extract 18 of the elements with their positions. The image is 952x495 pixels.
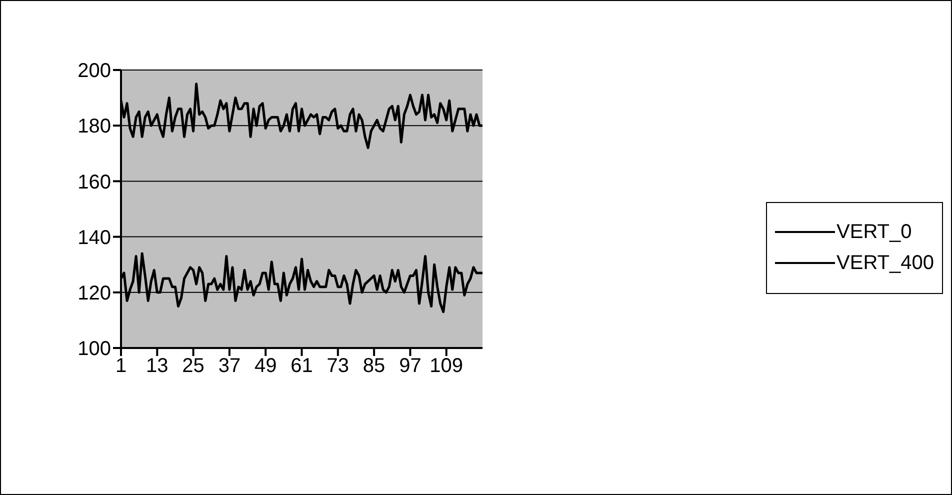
x-tick-label: 97 <box>399 355 422 378</box>
y-tick-label: 160 <box>78 171 111 194</box>
y-tick-label: 100 <box>78 338 111 360</box>
x-tick-label: 37 <box>218 355 241 378</box>
x-tick-label: 109 <box>430 355 464 378</box>
x-tick-label: 49 <box>254 355 277 378</box>
y-tick-label: 120 <box>78 282 111 304</box>
y-tick-label: 140 <box>78 226 111 249</box>
x-tick-label: 13 <box>146 355 168 378</box>
y-tick-label: 180 <box>78 116 111 138</box>
x-tick-label: 73 <box>326 355 350 378</box>
legend-label: VERT_400 <box>836 252 934 274</box>
legend-label: VERT_0 <box>836 220 912 244</box>
x-tick-label: 61 <box>290 355 313 378</box>
y-tick-label: 200 <box>78 60 111 82</box>
x-tick-label: 85 <box>362 355 386 378</box>
x-tick-label: 1 <box>115 355 127 378</box>
x-tick-label: 25 <box>182 355 204 378</box>
